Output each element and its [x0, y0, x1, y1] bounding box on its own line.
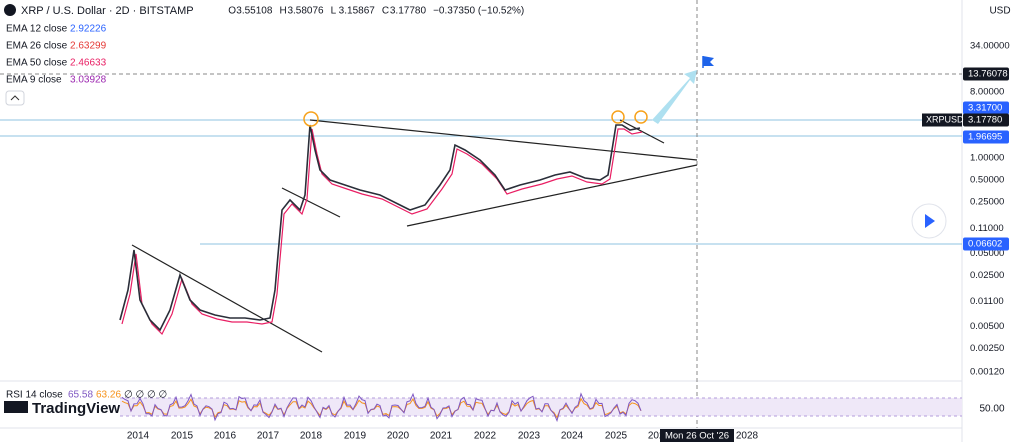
price-label: 34.00000: [970, 40, 1010, 51]
flag: [703, 56, 714, 66]
symbol-tag-text: XRPUSD: [926, 114, 964, 124]
symbol: XRP / U.S. Dollar · 2D · BITSTAMP: [21, 5, 194, 17]
price-label: 0.00250: [970, 343, 1004, 354]
currency[interactable]: USD: [989, 6, 1010, 17]
price-badge: [963, 113, 1009, 127]
indicator-value: 3.03928: [70, 75, 107, 86]
price-label: 0.11000: [970, 223, 1004, 234]
time-label: 2020: [387, 431, 410, 442]
price-badge: [963, 101, 1009, 115]
crosshair-time: Mon 26 Oct '26: [665, 431, 729, 442]
price-badge-text: 1.96695: [968, 132, 1002, 143]
time-label: 2026: [648, 431, 671, 442]
rsi-value: 65.58: [68, 390, 93, 401]
price-label: 8.00000: [970, 86, 1004, 97]
price-label: 1.00000: [970, 153, 1004, 164]
ohlc: O 3.55108 H 3.58076 L 3.15867 C 3.17780 −0.37350…: [228, 6, 524, 17]
play-icon: [925, 214, 935, 228]
rsi-line: [121, 392, 642, 423]
markers: [303, 110, 648, 127]
ohlc-key: L: [331, 6, 337, 17]
time-label: 2024: [561, 431, 584, 442]
collapse-button[interactable]: [5, 90, 25, 106]
marker-circle: [611, 110, 625, 124]
rsi-value: 63.26: [96, 390, 121, 401]
ohlc-key: O: [228, 6, 236, 17]
marker-circle: [634, 110, 648, 124]
rsi-extra: ∅ ∅ ∅ ∅: [124, 390, 167, 401]
price-label: 0.00120: [970, 367, 1004, 378]
indicator-label: EMA 12 close: [6, 24, 68, 35]
logo-mark: [4, 401, 28, 413]
trendline: [619, 119, 665, 144]
time-label: 2016: [214, 431, 237, 442]
indicator-label: EMA 50 close: [6, 58, 68, 69]
trendline: [281, 187, 341, 218]
rsi-label: RSI 14 close: [6, 390, 63, 401]
trendline: [406, 164, 698, 227]
price-label: 0.05000: [970, 248, 1004, 259]
trendline: [309, 119, 698, 161]
trendline: [131, 244, 323, 353]
time-label: 2014: [127, 431, 150, 442]
price-label: 0.02500: [970, 270, 1004, 281]
price-badge-text: 3.31700: [968, 103, 1002, 114]
price-label: 0.00500: [970, 321, 1004, 332]
crosshair-time-badge: [660, 429, 734, 442]
ohlc-value: 3.17780: [390, 6, 427, 17]
price-badge-text: 13.76078: [968, 69, 1008, 80]
marker-circle: [303, 111, 319, 127]
logo: TradingView: [32, 400, 120, 417]
price-label: 0.50000: [970, 175, 1004, 186]
indicator-value: 2.92226: [70, 24, 107, 35]
symbol-tag: [922, 113, 962, 127]
rsi-axis-label: 50.00: [979, 404, 1004, 415]
time-label: 2015: [171, 431, 194, 442]
price-badge-text: 3.17780: [968, 115, 1002, 126]
ohlc-value: 3.58076: [287, 6, 324, 17]
ohlc-value: 3.55108: [236, 6, 273, 17]
time-label: 2021: [430, 431, 453, 442]
time-label: 2017: [257, 431, 280, 442]
time-label: 2025: [605, 431, 628, 442]
price-badge-text: 0.06602: [968, 239, 1002, 250]
trendlines: [131, 119, 698, 353]
price-badge: [963, 67, 1009, 81]
time-label: 2022: [474, 431, 497, 442]
ohlc-key: H: [279, 6, 286, 17]
time-label: 2018: [300, 431, 323, 442]
projection-arrow: [652, 70, 697, 124]
price-label: 0.25000: [970, 197, 1004, 208]
time-label: 2019: [344, 431, 367, 442]
ohlc-value: 3.15867: [339, 6, 376, 17]
time-label: 2028: [736, 431, 759, 442]
price-badge: [963, 130, 1009, 144]
indicator-label: EMA 9 close: [6, 75, 62, 86]
ema-line: [121, 128, 643, 336]
change: −0.37350 (−10.52%): [433, 6, 524, 17]
rsi-legend: RSI 14 close 65.58 63.26 ∅ ∅ ∅ ∅: [6, 390, 167, 401]
price-badge: [963, 237, 1009, 251]
indicator-value: 2.63299: [70, 41, 107, 52]
ohlc-key: C: [382, 6, 389, 17]
price-label: 0.01100: [970, 296, 1004, 307]
price-line: [119, 124, 641, 332]
time-label: 2023: [518, 431, 541, 442]
symbol-icon: [4, 4, 16, 16]
collapse-icon: [10, 95, 20, 101]
indicator-value: 2.46633: [70, 58, 107, 69]
indicator-label: EMA 26 close: [6, 41, 68, 52]
